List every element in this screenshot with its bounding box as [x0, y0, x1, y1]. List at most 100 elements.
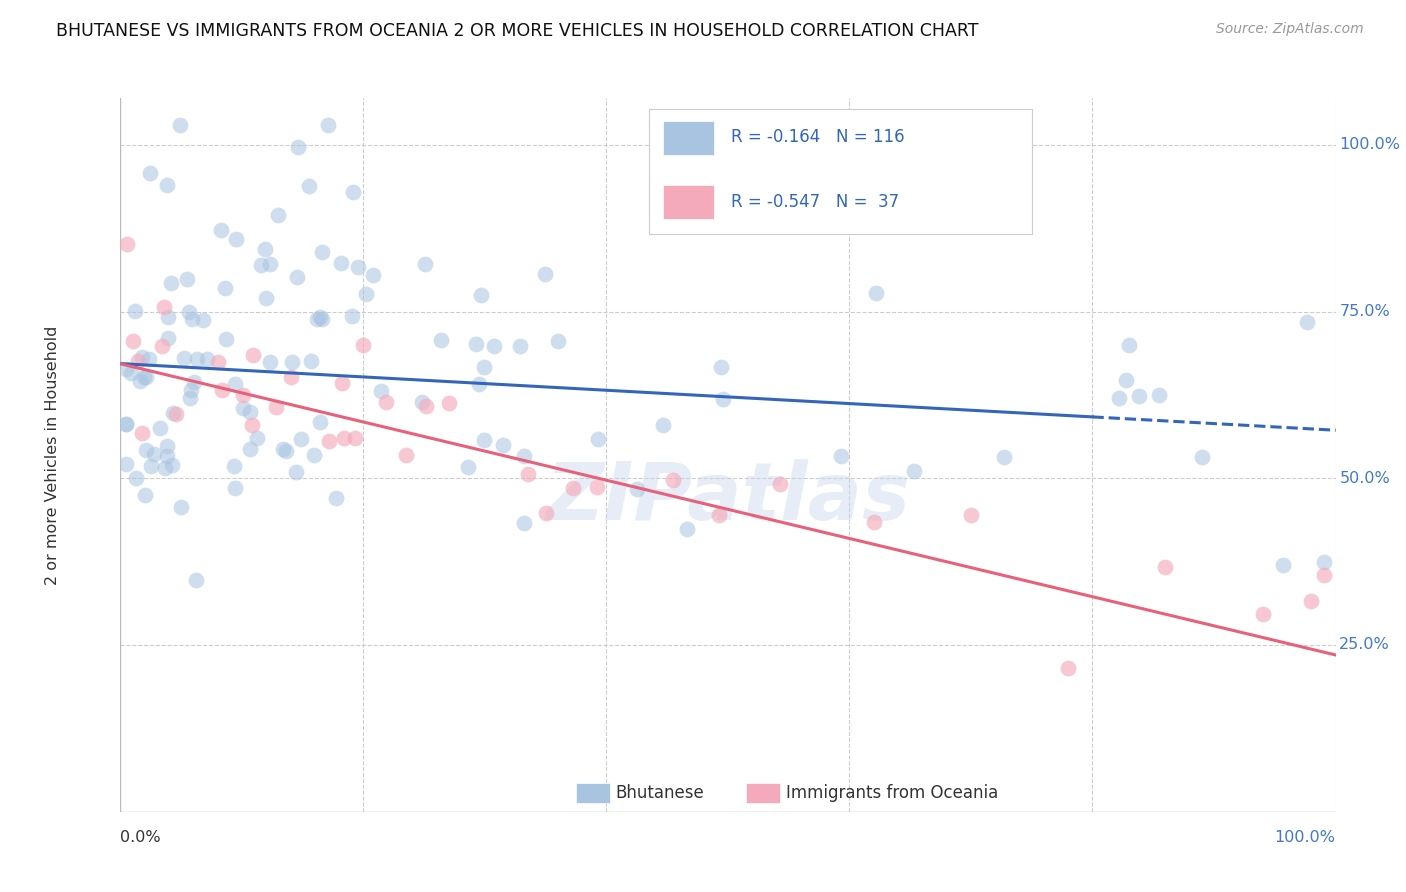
Point	[169, 500, 191, 514]
Point	[135, 442, 157, 457]
Point	[305, 312, 328, 326]
Point	[361, 268, 384, 282]
Point	[179, 305, 201, 319]
Point	[333, 431, 356, 445]
Point	[509, 339, 531, 353]
Point	[342, 185, 364, 199]
Point	[232, 388, 254, 402]
Text: Immigrants from Oceania: Immigrants from Oceania	[786, 784, 998, 802]
Point	[437, 396, 460, 410]
Point	[134, 488, 156, 502]
Point	[254, 242, 277, 256]
Point	[311, 245, 333, 260]
FancyBboxPatch shape	[745, 783, 780, 803]
Text: R = -0.164   N = 116: R = -0.164 N = 116	[731, 128, 905, 146]
Point	[273, 442, 295, 456]
Point	[285, 270, 308, 285]
Point	[415, 399, 437, 413]
Point	[195, 352, 218, 367]
Text: 50.0%: 50.0%	[1340, 471, 1391, 486]
Point	[395, 448, 418, 462]
Text: Bhutanese: Bhutanese	[616, 784, 704, 802]
Point	[375, 394, 398, 409]
Point	[370, 384, 392, 398]
Point	[259, 257, 281, 271]
Point	[180, 311, 202, 326]
Point	[165, 407, 187, 421]
Point	[318, 434, 340, 449]
Point	[131, 350, 153, 364]
Point	[176, 272, 198, 286]
Point	[342, 309, 364, 323]
Point	[1312, 567, 1334, 582]
Point	[120, 366, 142, 380]
Text: 75.0%: 75.0%	[1340, 304, 1391, 319]
Point	[534, 506, 557, 520]
Point	[125, 471, 148, 485]
Point	[675, 522, 697, 536]
Point	[128, 374, 150, 388]
Point	[156, 449, 179, 463]
Point	[513, 449, 536, 463]
Point	[159, 276, 181, 290]
Point	[142, 447, 165, 461]
Point	[1272, 558, 1295, 572]
Point	[865, 286, 887, 301]
Point	[180, 384, 202, 398]
Point	[150, 339, 173, 353]
Point	[626, 482, 648, 496]
Point	[430, 333, 453, 347]
Point	[224, 481, 246, 495]
Point	[547, 334, 569, 349]
Point	[207, 355, 229, 369]
Point	[240, 417, 263, 432]
Point	[1149, 388, 1171, 402]
Point	[156, 439, 179, 453]
Point	[1251, 607, 1274, 621]
Point	[562, 481, 585, 495]
Point	[1108, 391, 1130, 405]
Point	[186, 351, 208, 366]
Point	[411, 395, 433, 409]
Point	[224, 376, 246, 391]
Point	[298, 178, 321, 193]
Point	[134, 369, 156, 384]
Point	[117, 237, 139, 252]
Point	[173, 351, 195, 365]
Point	[1118, 338, 1140, 352]
Point	[1191, 450, 1213, 465]
Point	[769, 477, 792, 491]
FancyBboxPatch shape	[575, 783, 610, 803]
Point	[470, 288, 492, 302]
Point	[343, 431, 366, 445]
Point	[156, 331, 179, 345]
Point	[249, 258, 271, 272]
Point	[710, 359, 733, 374]
Point	[153, 301, 176, 315]
Point	[1115, 373, 1137, 387]
Text: 100.0%: 100.0%	[1275, 830, 1336, 845]
Point	[183, 376, 205, 390]
Point	[114, 458, 136, 472]
Point	[155, 461, 177, 475]
Text: R = -0.547   N =  37: R = -0.547 N = 37	[731, 193, 900, 211]
Point	[993, 450, 1015, 464]
Text: Source: ZipAtlas.com: Source: ZipAtlas.com	[1216, 22, 1364, 37]
Point	[138, 351, 160, 366]
Point	[862, 516, 884, 530]
Point	[156, 178, 179, 192]
Point	[115, 417, 138, 431]
Point	[239, 405, 262, 419]
Point	[1295, 315, 1317, 329]
Point	[512, 516, 534, 530]
Point	[492, 438, 515, 452]
Point	[135, 370, 157, 384]
Point	[287, 139, 309, 153]
Point	[264, 400, 287, 414]
Point	[325, 491, 347, 505]
Point	[209, 223, 232, 237]
Point	[160, 458, 183, 472]
Point	[215, 332, 238, 346]
Point	[311, 312, 333, 326]
Text: 25.0%: 25.0%	[1340, 638, 1391, 652]
